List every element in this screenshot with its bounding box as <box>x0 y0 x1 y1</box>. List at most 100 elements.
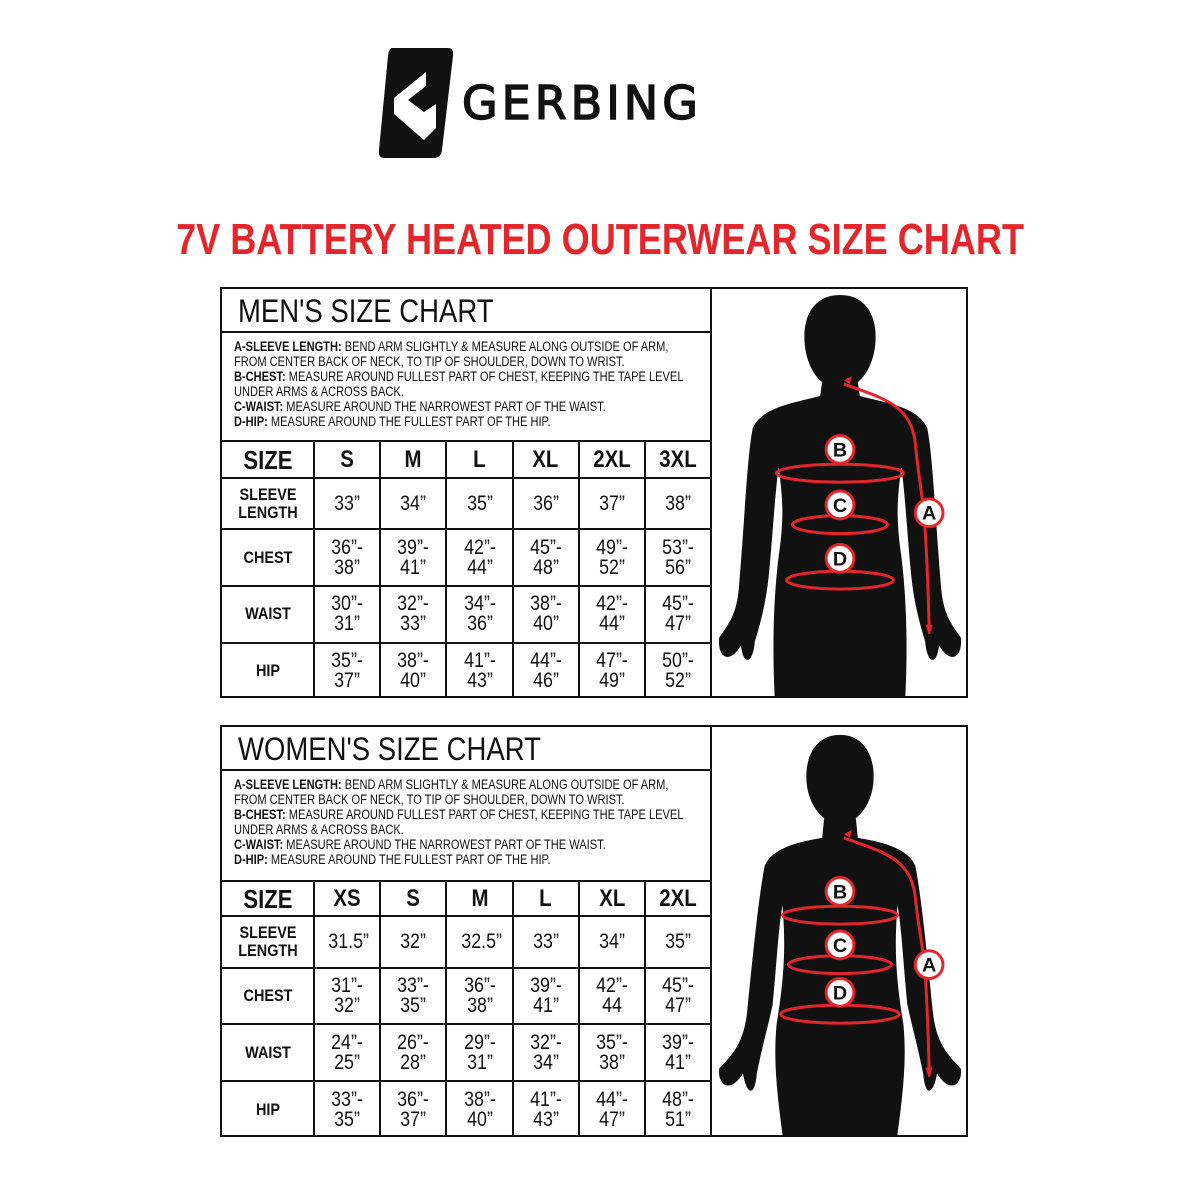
size-header-cell: M <box>445 880 514 917</box>
table-row: WAIST 24”- 25” 26”- 28” 29”- 31” 32”- 34” 35”… <box>222 1023 710 1083</box>
instruction-label: C-WAIST: <box>234 837 284 852</box>
size-value-cell: 33” <box>312 476 382 531</box>
size-value-cell: 36” <box>511 476 580 531</box>
instruction-text: BEND ARM SLIGHTLY & MEASURE ALONG OUTSID… <box>234 777 669 807</box>
size-value-cell: 53”- 56” <box>644 528 710 587</box>
size-header-cell: 2XL <box>577 440 647 479</box>
brand-name: GERBING <box>461 75 702 131</box>
size-header-row: SIZE S M L XL 2XL 3XL <box>222 440 710 479</box>
measure-marker-a <box>913 497 945 529</box>
size-header-cell: S <box>379 880 448 917</box>
size-value-cell: 29”- 31” <box>445 1023 514 1083</box>
marker-label: D <box>833 982 847 1004</box>
size-value-cell: 24”- 25” <box>312 1023 382 1083</box>
mens-chart-title: MEN'S SIZE CHART <box>238 293 494 329</box>
table-row: HIP 35”- 37” 38”- 40” 41”- 43” 44”- 46” 47”- … <box>222 641 710 698</box>
measure-marker-c <box>824 929 856 961</box>
measure-marker-b <box>824 876 856 907</box>
instruction-text: MEASURE AROUND FULLEST PART OF CHEST, KE… <box>234 807 684 837</box>
size-value-cell: 42”- 44” <box>577 584 647 644</box>
size-value-cell: 47”- 49” <box>577 641 647 698</box>
size-value-cell: 34” <box>379 476 448 531</box>
instruction-label: C-WAIST: <box>234 399 284 414</box>
row-label: CHEST <box>222 966 315 1026</box>
mens-size-table: SIZE S M L XL 2XL 3XL SLEEVE LENGTH 33” 34” 35” 36”… <box>222 440 710 698</box>
brand-logo: GERBING <box>378 48 702 158</box>
size-value-cell: 41”- 43” <box>511 1080 580 1137</box>
row-label: WAIST <box>222 584 315 644</box>
size-value-cell: 39”- 41” <box>511 966 580 1026</box>
male-measurement-figure: B C D A <box>718 294 962 696</box>
instruction-item: A-SLEEVE LENGTH: BEND ARM SLIGHTLY & MEA… <box>234 777 693 807</box>
size-value-cell: 36”- 38” <box>312 528 382 587</box>
size-value-cell: 34”- 36” <box>445 584 514 644</box>
measurement-instructions: A-SLEEVE LENGTH: BEND ARM SLIGHTLY & MEA… <box>234 777 693 867</box>
size-value-cell: 35” <box>644 915 710 969</box>
size-value-cell: 38”- 40” <box>445 1080 514 1137</box>
instruction-item: D-HIP: MEASURE AROUND THE FULLEST PART O… <box>234 852 693 867</box>
size-value-cell: 44”- 46” <box>511 641 580 698</box>
instruction-text: BEND ARM SLIGHTLY & MEASURE ALONG OUTSID… <box>234 339 669 369</box>
instruction-item: B-CHEST: MEASURE AROUND FULLEST PART OF … <box>234 807 693 837</box>
female-measurement-figure: B C D A <box>718 734 962 1135</box>
size-value-cell: 41”- 43” <box>445 641 514 698</box>
size-value-cell: 33”- 35” <box>379 966 448 1026</box>
size-value-cell: 38” <box>644 476 710 531</box>
size-value-cell: 38”- 40” <box>511 584 580 644</box>
size-value-cell: 44”- 47” <box>577 1080 647 1137</box>
size-value-cell: 36”- 38” <box>445 966 514 1026</box>
measure-marker-c <box>824 489 856 521</box>
size-header-cell: XL <box>577 880 647 917</box>
arrow-icon <box>925 1067 933 1077</box>
size-header-row: SIZE XS S M L XL 2XL <box>222 880 710 917</box>
instruction-label: B-CHEST: <box>234 369 286 384</box>
womens-size-table: SIZE XS S M L XL 2XL SLEEVE LENGTH 31.5” 32” 32.5”… <box>222 880 710 1137</box>
measure-marker-b <box>824 434 856 465</box>
row-label: WAIST <box>222 1023 315 1083</box>
marker-label: A <box>922 503 936 525</box>
size-value-cell: 30”- 31” <box>312 584 382 644</box>
mens-size-chart: MEN'S SIZE CHART A-SLEEVE LENGTH: BEND A… <box>220 287 968 698</box>
instruction-label: A-SLEEVE LENGTH: <box>234 339 342 354</box>
size-header-cell: M <box>379 440 448 479</box>
size-value-cell: 37” <box>577 476 647 531</box>
size-label: SIZE <box>222 440 315 479</box>
instruction-item: B-CHEST: MEASURE AROUND FULLEST PART OF … <box>234 369 693 399</box>
womens-size-chart: WOMEN'S SIZE CHART A-SLEEVE LENGTH: BEND… <box>220 725 968 1137</box>
sleeve-measure-line <box>843 382 931 626</box>
instruction-label: B-CHEST: <box>234 807 286 822</box>
table-row: CHEST 36”- 38” 39”- 41” 42”- 44” 45”- 48” 49”… <box>222 528 710 587</box>
size-header-cell: 3XL <box>644 440 710 479</box>
size-value-cell: 45”- 48” <box>511 528 580 587</box>
size-value-cell: 32.5” <box>445 915 514 969</box>
instruction-item: C-WAIST: MEASURE AROUND THE NARROWEST PA… <box>234 837 693 852</box>
arrow-icon <box>843 829 852 838</box>
size-value-cell: 45”- 47” <box>644 966 710 1026</box>
measure-marker-d <box>824 977 856 1008</box>
size-value-cell: 32”- 34” <box>511 1023 580 1083</box>
size-value-cell: 33” <box>511 915 580 969</box>
size-value-cell: 36”- 37” <box>379 1080 448 1137</box>
size-header-cell: L <box>445 440 514 479</box>
size-value-cell: 35”- 38” <box>577 1023 647 1083</box>
instruction-item: D-HIP: MEASURE AROUND THE FULLEST PART O… <box>234 414 693 429</box>
size-value-cell: 32” <box>379 915 448 969</box>
size-value-cell: 49”- 52” <box>577 528 647 587</box>
womens-chart-title: WOMEN'S SIZE CHART <box>238 731 541 767</box>
row-label: CHEST <box>222 528 315 587</box>
marker-label: C <box>833 495 847 517</box>
instruction-text: MEASURE AROUND THE FULLEST PART OF THE H… <box>267 414 551 429</box>
size-value-cell: 35”- 37” <box>312 641 382 698</box>
marker-label: D <box>833 548 847 570</box>
row-label: HIP <box>222 641 315 698</box>
instruction-text: MEASURE AROUND THE FULLEST PART OF THE H… <box>267 852 551 867</box>
size-value-cell: 45”- 47” <box>644 584 710 644</box>
sleeve-measure-line <box>843 836 931 1069</box>
measure-marker-a <box>913 949 945 981</box>
table-row: SLEEVE LENGTH 33” 34” 35” 36” 37” 38” <box>222 476 710 531</box>
size-value-cell: 39”- 41” <box>379 528 448 587</box>
size-value-cell: 35” <box>445 476 514 531</box>
size-value-cell: 32”- 33” <box>379 584 448 644</box>
size-header-cell: XS <box>312 880 382 917</box>
instruction-label: D-HIP: <box>234 852 268 867</box>
